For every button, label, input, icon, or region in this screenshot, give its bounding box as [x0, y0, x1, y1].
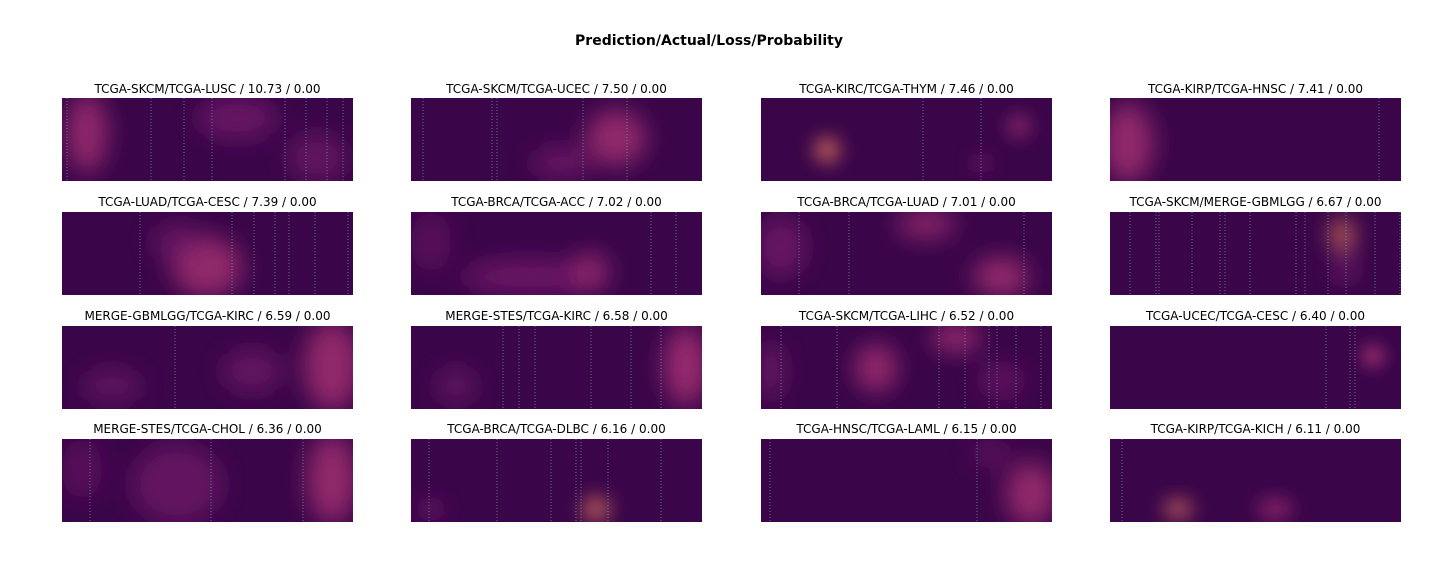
panel-title: MERGE-STES/TCGA-CHOL / 6.36 / 0.00: [93, 422, 322, 436]
panel-title: TCGA-KIRP/TCGA-KICH / 6.11 / 0.00: [1150, 422, 1361, 436]
heatmap-svg: [814, 98, 1031, 181]
figure-suptitle: Prediction/Actual/Loss/Probability: [575, 33, 843, 49]
heatmap-panel: [411, 326, 702, 409]
panel-title: TCGA-HNSC/TCGA-LAML / 6.15 / 0.00: [796, 422, 1017, 436]
heatmap-svg: [422, 98, 646, 181]
panel-title: TCGA-SKCM/MERGE-GBMLGG / 6.67 / 0.00: [1129, 195, 1382, 209]
heatmap-panel: [62, 326, 353, 409]
heatmap-svg: [1121, 439, 1293, 522]
panel-title: TCGA-LUAD/TCGA-CESC / 7.39 / 0.00: [98, 195, 317, 209]
panel-title: MERGE-STES/TCGA-KIRC / 6.58 / 0.00: [445, 309, 668, 323]
heatmap-panel: [1110, 326, 1401, 409]
panel-title: TCGA-BRCA/TCGA-LUAD / 7.01 / 0.00: [797, 195, 1016, 209]
panel-title: TCGA-SKCM/TCGA-LUSC / 10.73 / 0.00: [94, 82, 321, 96]
heatmap-svg: [82, 326, 353, 409]
heatmap-svg: [411, 212, 677, 295]
heatmap-panel: [1110, 98, 1401, 181]
heatmap-svg: [62, 439, 353, 522]
panel-title: TCGA-KIRP/TCGA-HNSC / 7.41 / 0.00: [1148, 82, 1363, 96]
heatmap-panel: [761, 212, 1052, 295]
panel-title: MERGE-GBMLGG/TCGA-KIRC / 6.59 / 0.00: [84, 309, 331, 323]
heatmap-svg: [416, 439, 662, 522]
heatmap-panel: [1110, 439, 1401, 522]
heatmap-panel: [411, 98, 702, 181]
panel-title: TCGA-KIRC/TCGA-THYM / 7.46 / 0.00: [799, 82, 1014, 96]
heatmap-panel: [62, 98, 353, 181]
panel-title: TCGA-BRCA/TCGA-DLBC / 6.16 / 0.00: [447, 422, 666, 436]
heatmap-panel: [761, 326, 1052, 409]
heatmap-panel: [411, 212, 702, 295]
panel-title: TCGA-SKCM/TCGA-UCEC / 7.50 / 0.00: [446, 82, 667, 96]
heatmap-panel: [761, 98, 1052, 181]
heatmap-svg: [436, 326, 702, 409]
heatmap-svg: [1325, 326, 1385, 409]
heatmap-svg: [761, 326, 1042, 409]
heatmap-svg: [1110, 98, 1380, 181]
heatmap-svg: [139, 212, 349, 295]
panel-title: TCGA-BRCA/TCGA-ACC / 7.02 / 0.00: [451, 195, 662, 209]
heatmap-panel: [62, 212, 353, 295]
heatmap-svg: [769, 439, 1052, 522]
heatmap-svg: [1129, 212, 1401, 295]
heatmap-panel: [62, 439, 353, 522]
heatmap-panel: [761, 439, 1052, 522]
heatmap-panel: [411, 439, 702, 522]
panel-title: TCGA-UCEC/TCGA-CESC / 6.40 / 0.00: [1145, 309, 1366, 323]
heatmap-svg: [761, 212, 1029, 295]
heatmap-panel: [1110, 212, 1401, 295]
heatmap-svg: [66, 98, 347, 181]
panel-title: TCGA-SKCM/TCGA-LIHC / 6.52 / 0.00: [798, 309, 1015, 323]
